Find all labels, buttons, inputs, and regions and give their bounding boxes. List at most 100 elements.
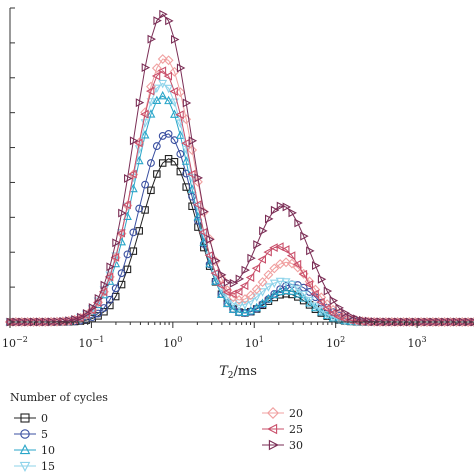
data-point — [275, 286, 285, 296]
data-point — [341, 308, 350, 318]
data-point — [282, 202, 292, 212]
data-point — [228, 299, 238, 309]
data-point — [157, 66, 167, 76]
data-point — [187, 145, 198, 155]
data-point — [298, 269, 308, 279]
legend-item-15: 15 — [14, 460, 55, 473]
data-point — [135, 204, 144, 213]
x-tick-label-base: 10 — [2, 337, 16, 350]
data-point — [176, 63, 186, 73]
data-point — [251, 263, 261, 273]
legend-label: 0 — [41, 412, 48, 425]
data-point — [223, 277, 233, 287]
data-point — [152, 142, 161, 151]
data-point — [128, 169, 137, 179]
data-point — [141, 180, 149, 189]
x-tick-label-exp: 0 — [177, 335, 182, 344]
data-point — [88, 303, 98, 312]
data-point — [71, 314, 80, 324]
data-point — [164, 95, 174, 105]
data-point — [164, 84, 174, 94]
x-tick-label-base: 10 — [326, 337, 340, 350]
data-point — [129, 136, 139, 146]
data-point — [111, 292, 120, 301]
data-point — [258, 300, 267, 309]
data-point — [111, 284, 120, 293]
data-point — [300, 231, 309, 241]
data-point — [147, 34, 156, 44]
legend-item-20: 20 — [262, 407, 303, 420]
data-point — [141, 63, 151, 73]
data-point — [170, 109, 179, 118]
data-point — [122, 200, 131, 210]
data-point — [129, 247, 138, 255]
data-point — [204, 250, 214, 260]
series-25 — [4, 66, 474, 327]
data-point — [212, 256, 221, 266]
data-point — [245, 273, 255, 282]
data-point — [275, 242, 284, 252]
data-point — [286, 258, 297, 269]
data-point — [265, 214, 274, 224]
x-tick-label-exp: 1 — [259, 335, 264, 344]
legend-marker — [20, 413, 30, 423]
data-point — [82, 309, 92, 318]
x-ticks: 10−2 10−1 100 101 102 103 — [2, 322, 474, 350]
legend-marker — [20, 429, 30, 439]
data-point — [293, 289, 303, 298]
data-point — [118, 208, 127, 218]
x-tick-label-exp: −2 — [16, 335, 28, 344]
series-5 — [6, 129, 474, 326]
data-point — [182, 98, 192, 108]
data-point — [269, 263, 280, 274]
data-point — [239, 294, 250, 305]
data-point — [192, 200, 202, 210]
data-point — [147, 186, 155, 195]
series-20 — [5, 54, 474, 327]
data-point — [110, 252, 120, 262]
x-tick-label-base: 10 — [163, 337, 177, 350]
data-point — [153, 16, 162, 26]
data-point — [151, 71, 161, 81]
data-point — [287, 280, 297, 290]
series-30 — [6, 9, 474, 327]
data-point — [287, 286, 297, 295]
data-point — [247, 253, 256, 263]
x-tick-label-exp: −1 — [93, 335, 105, 344]
legend-label: 5 — [41, 428, 48, 441]
x-tick-label: 10−1 — [79, 335, 105, 350]
series-line — [9, 58, 474, 323]
data-point — [294, 218, 303, 228]
data-point — [335, 303, 344, 313]
data-point — [239, 281, 249, 291]
data-point — [259, 226, 268, 236]
data-point — [286, 251, 296, 261]
data-point — [281, 257, 291, 268]
data-point — [165, 16, 174, 26]
data-point — [134, 145, 144, 154]
x-tick-label-base: 10 — [245, 337, 259, 350]
data-point — [353, 314, 362, 324]
data-point — [170, 157, 179, 166]
legend-marker — [19, 461, 31, 472]
data-point — [264, 283, 273, 292]
data-point — [235, 274, 245, 284]
data-point — [281, 285, 291, 295]
x-tick-label-base: 10 — [408, 337, 422, 350]
plot-area — [4, 9, 474, 328]
data-point — [218, 270, 227, 280]
legend-item-5: 5 — [14, 428, 48, 441]
data-point — [323, 286, 333, 296]
x-tick-label: 101 — [245, 335, 264, 350]
data-point — [328, 308, 337, 318]
data-point — [293, 285, 303, 294]
data-point — [98, 287, 108, 297]
data-point — [240, 307, 250, 317]
legend-item-0: 0 — [14, 412, 48, 425]
data-point — [147, 159, 155, 167]
data-point — [322, 304, 331, 314]
data-point — [163, 55, 174, 66]
data-point — [269, 279, 279, 289]
data-point — [105, 295, 114, 304]
data-point — [140, 130, 150, 139]
